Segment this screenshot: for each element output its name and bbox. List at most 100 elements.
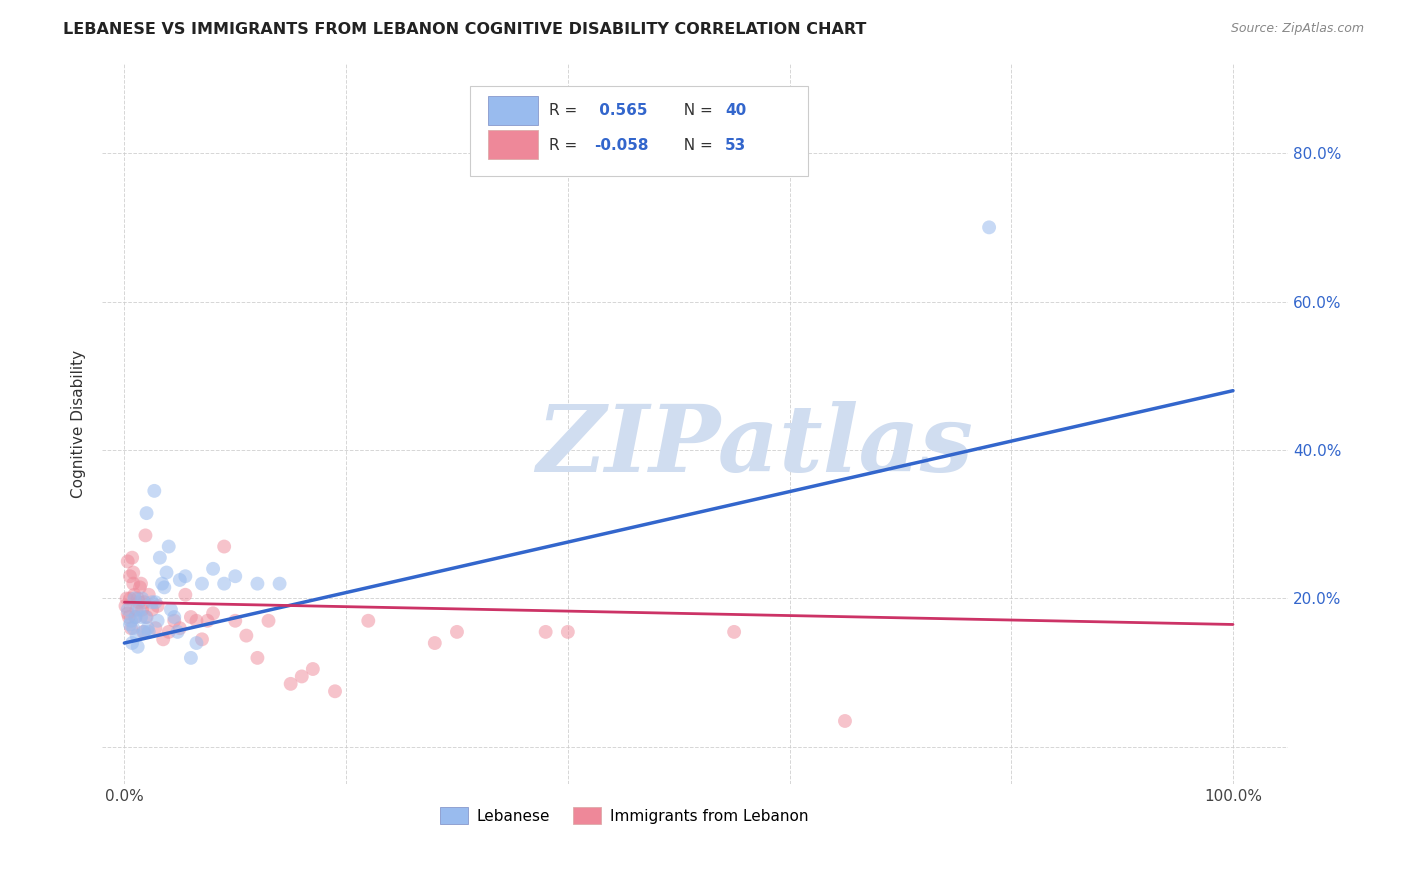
Point (186, 636, 208, 650)
Point (138, 588, 160, 602)
Point (150, 576, 173, 591)
Point (136, 621, 159, 635)
Point (557, 624, 579, 639)
Point (180, 610, 202, 624)
Text: ZIPatlas: ZIPatlas (536, 401, 973, 491)
Point (124, 610, 146, 624)
Point (191, 632, 214, 647)
Point (121, 636, 143, 650)
Point (135, 610, 157, 624)
Point (174, 569, 197, 583)
Point (163, 610, 186, 624)
Point (323, 684, 346, 698)
Point (128, 595, 150, 609)
Point (169, 621, 191, 635)
Point (186, 614, 208, 628)
Point (235, 629, 257, 643)
Point (174, 588, 197, 602)
Point (212, 540, 235, 554)
Point (118, 569, 141, 583)
FancyBboxPatch shape (488, 130, 537, 159)
Point (138, 624, 160, 639)
Point (157, 624, 180, 639)
Point (122, 621, 145, 635)
Point (120, 621, 142, 635)
Point (127, 591, 149, 606)
Point (302, 662, 325, 676)
Point (131, 602, 153, 616)
Point (124, 610, 146, 624)
Point (149, 550, 172, 565)
Point (135, 506, 157, 520)
Point (131, 591, 153, 606)
Point (534, 624, 557, 639)
Point (146, 599, 169, 613)
Legend: Lebanese, Immigrants from Lebanon: Lebanese, Immigrants from Lebanon (434, 800, 814, 830)
Point (117, 607, 139, 621)
Point (291, 669, 314, 683)
Point (446, 624, 468, 639)
Point (145, 595, 167, 609)
Point (114, 599, 136, 613)
Point (122, 576, 145, 591)
Point (357, 614, 380, 628)
Point (118, 591, 141, 606)
Point (224, 614, 246, 628)
Point (163, 614, 186, 628)
Point (129, 576, 152, 591)
Text: -0.058: -0.058 (595, 138, 650, 153)
Text: 40: 40 (725, 103, 747, 119)
Point (723, 624, 745, 639)
Text: 53: 53 (725, 138, 747, 153)
Point (246, 651, 269, 665)
Point (117, 554, 139, 568)
Text: N =: N = (673, 103, 717, 119)
Text: 0.565: 0.565 (595, 103, 648, 119)
Point (166, 624, 188, 639)
Point (125, 629, 148, 643)
Point (423, 636, 446, 650)
Point (977, 220, 1000, 235)
Point (143, 483, 166, 498)
Point (118, 610, 141, 624)
Point (125, 602, 148, 616)
Point (202, 607, 225, 621)
Point (141, 595, 163, 609)
Point (180, 651, 202, 665)
Point (121, 550, 143, 565)
Point (153, 580, 176, 594)
Text: R =: R = (550, 103, 582, 119)
Point (128, 602, 150, 616)
Point (117, 602, 139, 616)
Point (145, 621, 167, 635)
Point (269, 576, 291, 591)
Point (132, 624, 155, 639)
Point (124, 591, 146, 606)
Text: Source: ZipAtlas.com: Source: ZipAtlas.com (1230, 22, 1364, 36)
Point (115, 591, 138, 606)
Point (224, 569, 246, 583)
Text: LEBANESE VS IMMIGRANTS FROM LEBANON COGNITIVE DISABILITY CORRELATION CHART: LEBANESE VS IMMIGRANTS FROM LEBANON COGN… (63, 22, 866, 37)
Point (129, 610, 152, 624)
Point (197, 614, 219, 628)
Point (127, 640, 149, 654)
Point (202, 562, 225, 576)
Point (280, 677, 302, 691)
Point (124, 588, 146, 602)
FancyBboxPatch shape (470, 86, 808, 176)
FancyBboxPatch shape (488, 96, 537, 125)
Point (134, 595, 156, 609)
Point (834, 714, 856, 728)
Y-axis label: Cognitive Disability: Cognitive Disability (72, 350, 86, 498)
Point (141, 602, 163, 616)
Point (129, 580, 152, 594)
Point (134, 528, 156, 542)
Point (257, 614, 280, 628)
Point (169, 573, 191, 587)
Point (120, 614, 142, 628)
Point (191, 576, 214, 591)
Point (157, 540, 180, 554)
Point (160, 602, 183, 616)
Point (134, 624, 156, 639)
Point (134, 610, 156, 624)
